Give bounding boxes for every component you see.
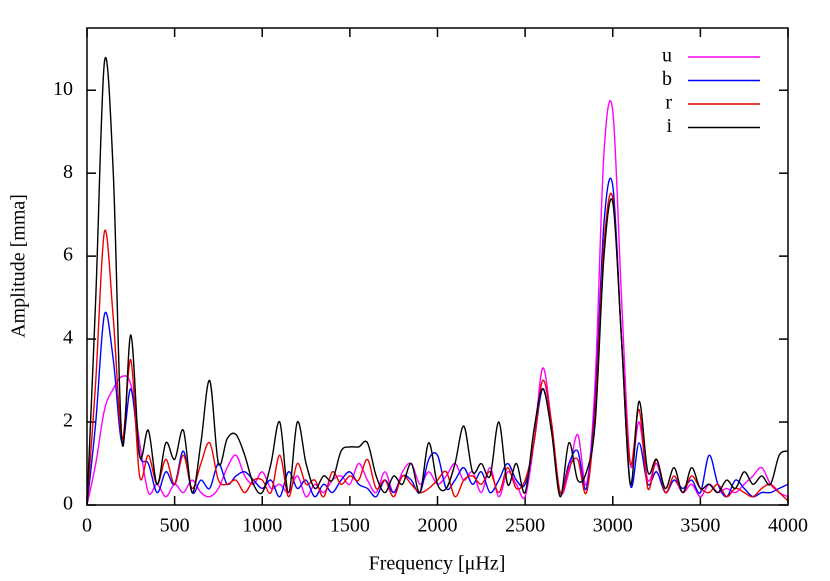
- x-tick-label: 1500: [330, 515, 370, 537]
- y-axis-label: Amplitude [mma]: [8, 194, 30, 338]
- x-tick-label: 1000: [242, 515, 282, 537]
- legend-label: b: [662, 68, 672, 90]
- legend-label: u: [662, 45, 672, 67]
- y-tick-label: 0: [63, 493, 73, 515]
- y-tick-label: 4: [63, 327, 73, 349]
- x-tick-label: 500: [160, 515, 190, 537]
- x-tick-label: 3000: [593, 515, 633, 537]
- x-tick-label: 4000: [768, 515, 808, 537]
- x-tick-label: 0: [82, 515, 92, 537]
- series-line: [86, 100, 789, 506]
- legend-label: r: [665, 92, 672, 114]
- series-line: [86, 56, 789, 506]
- series-line: [86, 177, 789, 506]
- y-tick-label: 8: [63, 161, 73, 183]
- x-axis-label: Frequency [μHz]: [369, 553, 506, 575]
- x-tick-label: 2000: [418, 515, 458, 537]
- plot-frame: [86, 27, 789, 506]
- series-line: [86, 192, 789, 506]
- y-tick-label: 6: [63, 244, 73, 266]
- y-tick-label: 2: [63, 410, 73, 432]
- legend-label: i: [666, 115, 672, 137]
- x-tick-label: 2500: [505, 515, 545, 537]
- y-tick-label: 10: [53, 78, 73, 100]
- x-tick-label: 3500: [680, 515, 720, 537]
